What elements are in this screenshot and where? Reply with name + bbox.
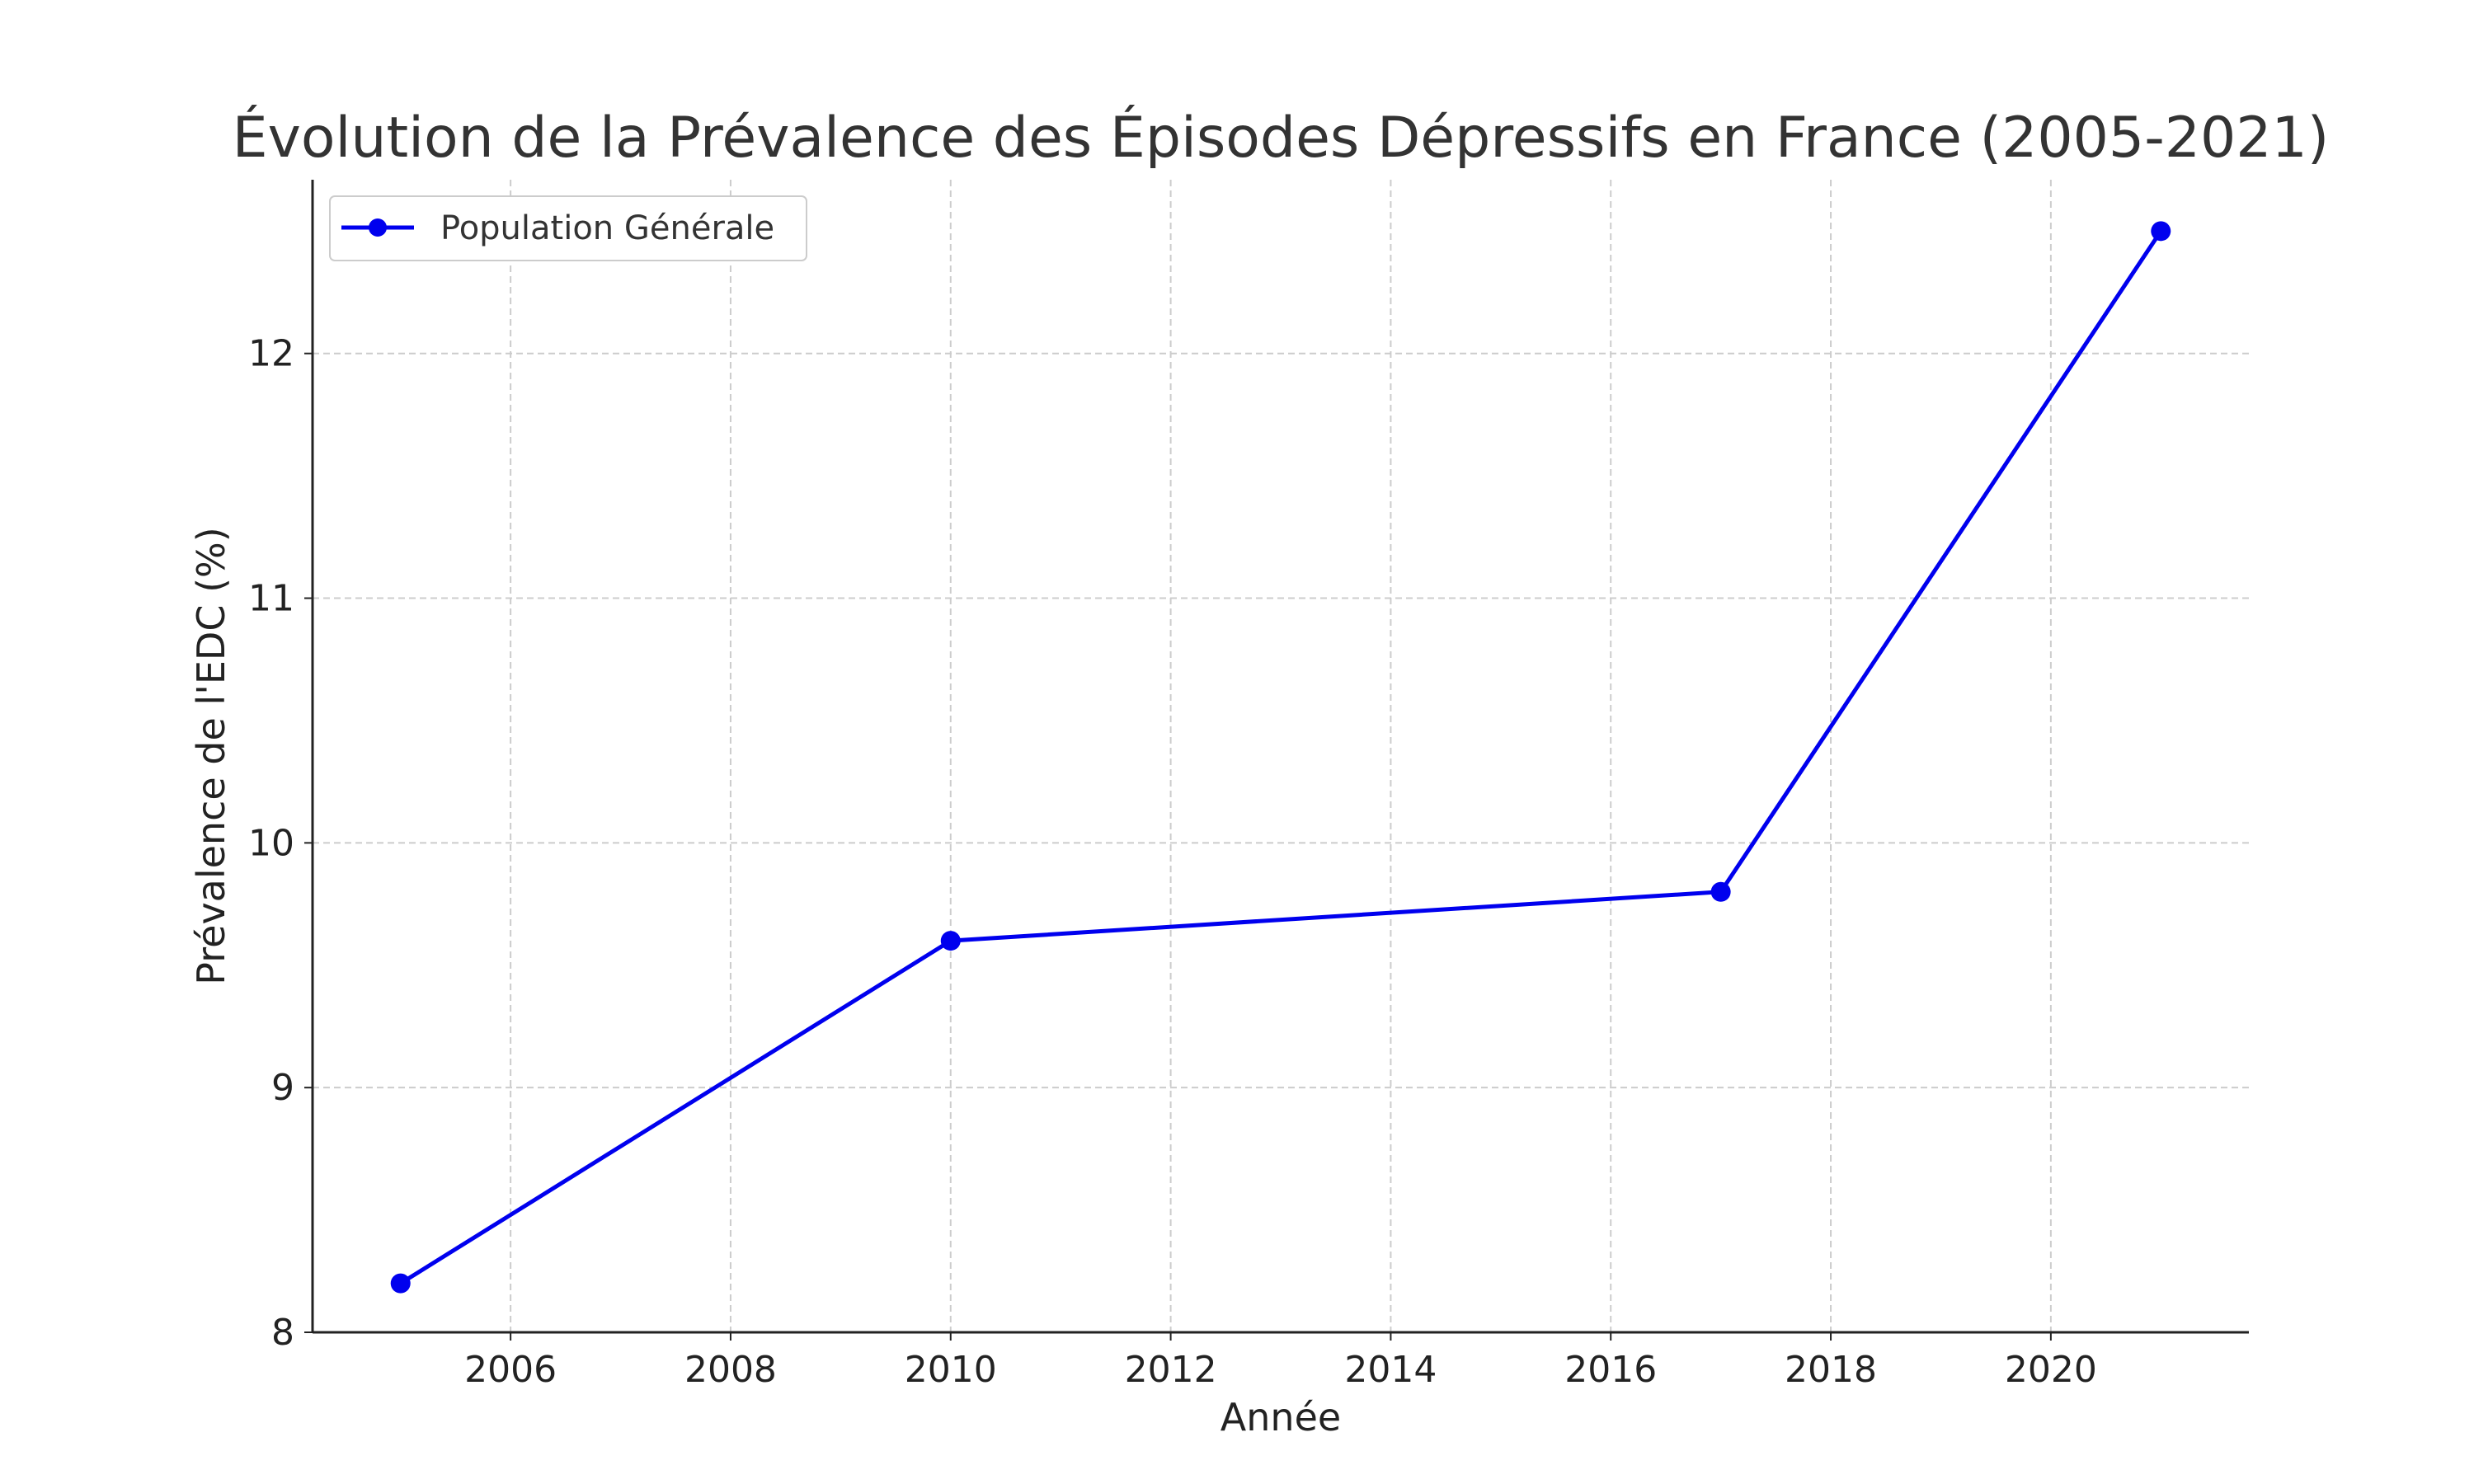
- legend: Population Générale: [329, 195, 807, 261]
- x-tick-label: 2010: [905, 1349, 997, 1391]
- legend-point-marker: [369, 218, 387, 237]
- data-point: [940, 931, 961, 951]
- y-tick-label: 11: [248, 578, 294, 620]
- x-tick-label: 2008: [684, 1349, 777, 1391]
- x-tick-label: 2012: [1125, 1349, 1217, 1391]
- data-point: [2151, 221, 2171, 242]
- x-tick-label: 2018: [1785, 1349, 1877, 1391]
- series-line: [399, 229, 2163, 1285]
- x-tick-label: 2014: [1344, 1349, 1437, 1391]
- x-tick-label: 2016: [1564, 1349, 1657, 1391]
- legend-label: Population Générale: [440, 209, 774, 247]
- y-tick-label: 8: [271, 1312, 294, 1354]
- legend-box: [329, 195, 807, 261]
- y-tick-label: 12: [248, 333, 294, 375]
- x-axis-label: Année: [1221, 1395, 1341, 1439]
- y-tick-label: 10: [248, 822, 294, 864]
- data-point: [1710, 881, 1731, 902]
- y-tick-label: 9: [271, 1067, 294, 1109]
- chart-title: Évolution de la Prévalence des Épisodes …: [233, 105, 2330, 171]
- y-axis-label: Prévalence de l'EDC (%): [189, 527, 233, 984]
- data-point: [390, 1273, 411, 1294]
- x-tick-label: 2006: [464, 1349, 557, 1391]
- x-tick-label: 2020: [2005, 1349, 2097, 1391]
